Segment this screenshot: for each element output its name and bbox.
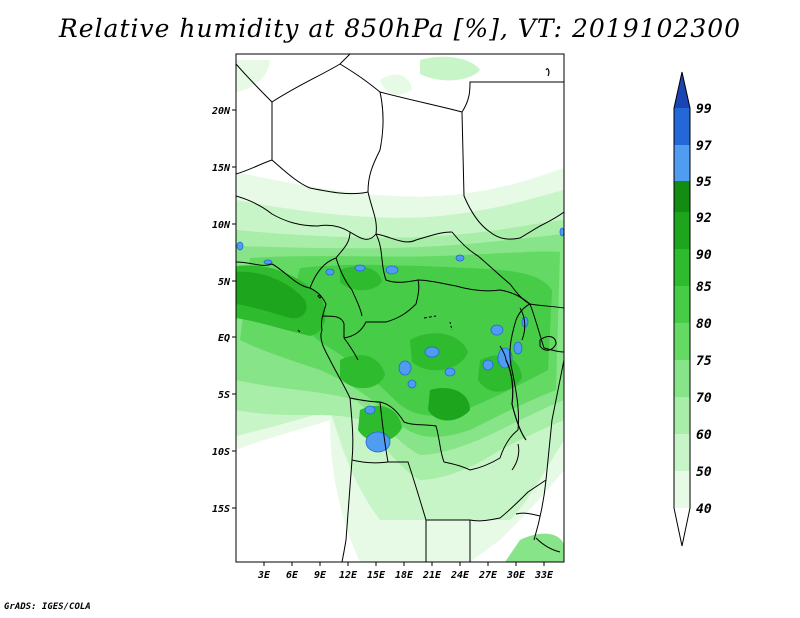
lon-label: 15E — [367, 570, 386, 581]
colorbar-segment — [674, 249, 690, 286]
map-title: Relative humidity at 850hPa [%], VT: 201… — [58, 14, 742, 43]
humidity-field — [236, 54, 564, 562]
lon-label: 21E — [422, 570, 442, 581]
colorbar-segment — [674, 72, 690, 108]
colorbar — [673, 71, 691, 547]
colorbar-segment — [674, 434, 690, 471]
lon-label: 27E — [478, 570, 498, 581]
lon-label: 33E — [534, 570, 554, 581]
lat-label: EQ — [218, 333, 230, 344]
colorbar-segment — [674, 323, 690, 360]
lat-label: 15S — [212, 504, 230, 515]
lon-label: 9E — [314, 570, 327, 581]
lon-label: 30E — [506, 570, 526, 581]
colorbar-segment — [674, 181, 690, 212]
colorbar-label: 80 — [696, 317, 712, 332]
colorbar-label: 92 — [696, 211, 712, 226]
credit-footer: GrADS: IGES/COLA — [4, 602, 91, 612]
colorbar-segment — [674, 508, 690, 546]
colorbar-segment — [674, 360, 690, 397]
colorbar-label: 97 — [696, 139, 712, 154]
country-borders — [236, 54, 564, 562]
map-frame — [235, 53, 565, 563]
colorbar-segment — [674, 397, 690, 434]
colorbar-label: 50 — [696, 465, 712, 480]
colorbar-label: 75 — [696, 354, 712, 369]
colorbar-label: 60 — [696, 428, 712, 443]
lat-label: 15N — [212, 163, 231, 174]
colorbar-segment — [674, 108, 690, 145]
colorbar-label: 90 — [696, 248, 712, 263]
lon-label: 12E — [339, 570, 358, 581]
colorbar-label: 40 — [696, 502, 712, 517]
lon-label: 18E — [395, 570, 414, 581]
lat-label: 20N — [211, 106, 231, 117]
colorbar-label: 85 — [696, 280, 712, 295]
lon-label: 6E — [286, 570, 299, 581]
lon-label: 24E — [450, 570, 470, 581]
lat-label: 5N — [218, 277, 231, 288]
lat-label: 10N — [212, 220, 231, 231]
colorbar-segment — [674, 471, 690, 508]
colorbar-label: 70 — [696, 391, 712, 406]
lon-label: 3E — [257, 570, 271, 581]
colorbar-label: 95 — [696, 175, 712, 190]
colorbar-label: 99 — [696, 102, 712, 117]
lat-label: 10S — [212, 447, 230, 458]
lat-label: 5S — [218, 390, 230, 401]
colorbar-segment — [674, 286, 690, 323]
colorbar-segment — [674, 145, 690, 181]
colorbar-segment — [674, 212, 690, 249]
